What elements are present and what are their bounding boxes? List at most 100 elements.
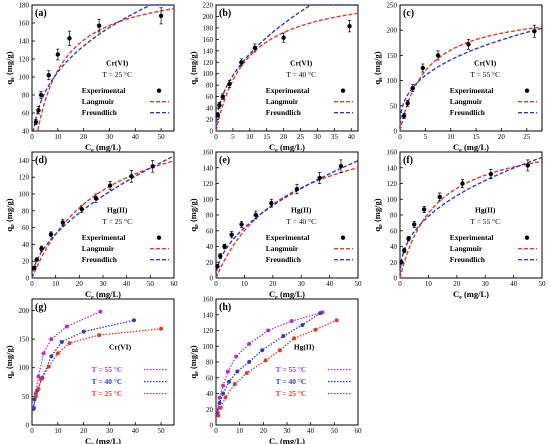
x-tick-label: 10: [54, 427, 62, 435]
temperature-label: T = 40 °C: [286, 217, 316, 226]
x-tick-label: 35: [331, 133, 339, 141]
x-tick-label: 30: [298, 280, 306, 288]
y-tick-label: 100: [203, 196, 214, 204]
y-tick-label: 160: [19, 20, 30, 28]
freundlich-fit-line: [215, 4, 358, 129]
x-tick-label: 30: [314, 133, 322, 141]
series-point-2: [97, 333, 102, 338]
species-label: Cr(VI): [474, 58, 497, 67]
x-tick-label: 10: [54, 133, 62, 141]
legend-experimental-label: Experimental: [82, 86, 126, 95]
experimental-point: [36, 108, 41, 113]
legend-series-label-0: T = 55 °C: [276, 365, 307, 374]
series-point-0: [98, 309, 103, 314]
legend-experimental-label: Experimental: [450, 86, 494, 95]
y-tick-label: 0: [210, 128, 214, 136]
panel-label: (c): [403, 8, 414, 19]
series-point-2: [244, 371, 249, 376]
y-tick-label: 100: [19, 74, 30, 82]
chart-panel-d: 0 10 20 30 40 50 60 0 20 40 60 80 100 120 140 Ce (mg/L)…: [4, 151, 178, 301]
series-point-1: [247, 360, 252, 364]
series-point-2: [36, 386, 41, 391]
experimental-point: [402, 248, 407, 253]
experimental-point: [525, 163, 530, 168]
x-axis-label: Ce (mg/L): [85, 436, 121, 444]
y-tick-label: 120: [19, 56, 30, 64]
y-axis-label: qe (mg/g): [4, 198, 16, 231]
y-tick-label: 60: [206, 93, 214, 101]
y-tick-label: 140: [387, 164, 398, 172]
plot-frame: [31, 4, 175, 132]
x-tick-label: 30: [106, 427, 114, 435]
y-tick-label: 200: [387, 27, 398, 35]
species-label: Cr(VI): [290, 58, 313, 67]
x-tick-label: 10: [241, 280, 249, 288]
experimental-point: [420, 65, 426, 71]
x-tick-label: 50: [158, 133, 166, 141]
x-tick-label: 60: [355, 427, 363, 435]
legend-langmuir-label: Langmuir: [82, 97, 115, 106]
y-tick-label: 140: [203, 311, 214, 319]
experimental-point: [229, 232, 234, 237]
species-label: Hg(II): [475, 205, 496, 214]
series-point-1: [31, 406, 36, 411]
series-line-1: [216, 312, 321, 414]
experimental-point: [338, 163, 344, 169]
series-point-2: [55, 351, 60, 356]
legend-freundlich-label: Freundlich: [266, 255, 302, 264]
panel-label: (b): [219, 8, 231, 19]
series-point-1: [221, 391, 226, 396]
chart-panel-a: 0 10 20 30 40 50 40 60 80 100 120 140 160 180 Ce (mg/L…: [4, 2, 175, 154]
experimental-point: [33, 119, 39, 125]
experimental-point: [215, 263, 220, 269]
series-point-2: [216, 413, 221, 418]
y-tick-label: 0: [210, 275, 214, 283]
x-tick-label: 10: [425, 280, 433, 288]
legend-series-label-1: T = 40 °C: [92, 377, 123, 386]
experimental-point: [466, 42, 471, 47]
experimental-point: [405, 101, 410, 106]
legend-series-label-0: T = 55 °C: [92, 365, 123, 374]
y-tick-label: 100: [387, 77, 398, 85]
legend-experimental-label: Experimental: [450, 233, 494, 242]
y-tick-label: 40: [206, 243, 214, 251]
experimental-point: [347, 23, 352, 29]
experimental-point: [215, 112, 220, 118]
y-axis-label: qe (mg/g): [372, 51, 384, 84]
species-label: Hg(II): [291, 205, 312, 214]
y-tick-label: 40: [206, 390, 214, 398]
experimental-point: [222, 244, 227, 249]
plot-frame: [399, 4, 543, 132]
experimental-point: [60, 220, 65, 225]
series-point-0: [266, 328, 271, 333]
chart-panel-f: 0 10 20 30 40 50 0 20 40 60 80 100 120 140 160 Ce (mg/L…: [372, 149, 546, 302]
series-point-1: [318, 311, 323, 316]
panel-label: (f): [403, 155, 413, 166]
series-point-0: [36, 374, 41, 379]
x-tick-label: 25: [523, 133, 531, 141]
y-tick-label: 20: [206, 259, 214, 267]
y-tick-label: 40: [22, 241, 30, 249]
series-point-1: [131, 318, 136, 323]
y-tick-label: 60: [22, 224, 30, 232]
temperature-label: T = 40 °C: [286, 70, 316, 79]
y-tick-label: 80: [206, 359, 214, 367]
x-tick-label: 30: [482, 280, 490, 288]
chart-panel-b: 0 5 10 15 20 25 30 35 40 0 20 40 60 80 100 120 140 160 180…: [188, 2, 359, 154]
species-label: Cr(VI): [106, 58, 129, 67]
legend-series-label-2: T = 25 °C: [276, 389, 307, 398]
x-tick-label: 20: [280, 133, 288, 141]
x-tick-label: 40: [326, 280, 334, 288]
plot-frame: [31, 298, 175, 426]
series-point-2: [277, 348, 282, 353]
series-point-2: [292, 336, 297, 341]
y-tick-label: 120: [387, 180, 398, 188]
series-point-2: [39, 377, 44, 382]
experimental-point: [67, 36, 72, 41]
series-point-2: [46, 364, 51, 369]
x-tick-label: 20: [76, 280, 84, 288]
experimental-point: [93, 196, 99, 201]
y-tick-label: 160: [203, 296, 214, 304]
experimental-point: [281, 35, 286, 40]
